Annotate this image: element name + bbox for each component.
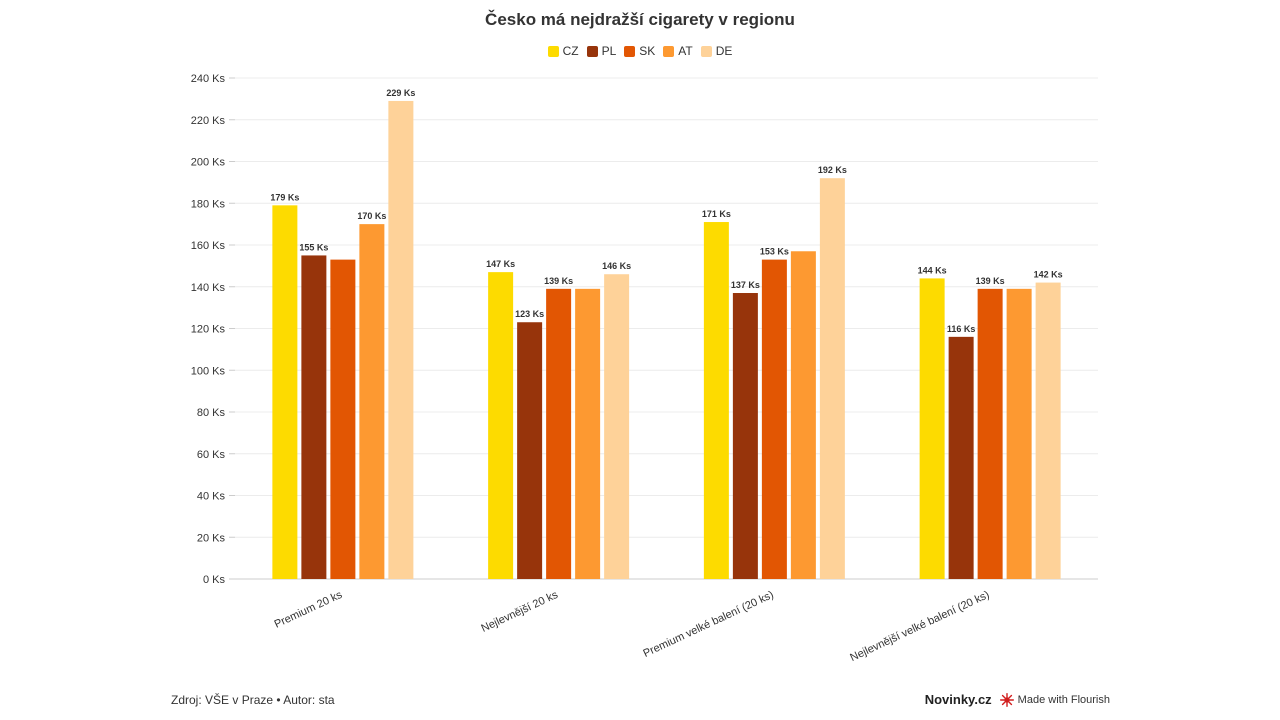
legend-label: CZ [562,44,579,58]
brand-logo[interactable]: Novinky.cz [924,692,992,707]
data-label: 142 Ks [1034,270,1063,280]
legend-label: PL [601,44,617,58]
y-tick-label: 60 Ks [197,449,226,461]
y-tick-label: 40 Ks [197,491,226,503]
bar-sk[interactable] [330,259,356,579]
legend-swatch [547,45,559,57]
legend-swatch [586,45,598,57]
data-label: 171 Ks [702,209,731,219]
flourish-credit[interactable]: Made with Flourish [999,692,1110,707]
legend-label: AT [678,44,693,58]
data-label: 147 Ks [486,259,515,269]
data-label: 123 Ks [515,309,544,319]
legend-item-pl[interactable]: PL [586,44,617,58]
bar-at[interactable] [790,251,816,579]
bar-at[interactable] [359,224,385,579]
bar-pl[interactable] [732,293,758,579]
flourish-icon [999,692,1014,707]
legend-swatch [624,45,636,57]
legend-item-de[interactable]: DE [700,44,733,58]
y-tick-label: 20 Ks [197,532,226,544]
data-label: 139 Ks [976,276,1005,286]
bar-sk[interactable] [977,288,1003,579]
y-tick-label: 240 Ks [191,73,226,85]
bar-cz[interactable] [919,278,945,579]
bar-sk[interactable] [761,259,787,579]
data-label: 170 Ks [357,211,386,221]
data-label: 146 Ks [602,261,631,271]
bar-at[interactable] [575,288,601,579]
y-tick-label: 120 Ks [191,324,226,336]
data-label: 153 Ks [760,247,789,257]
y-tick-label: 140 Ks [191,282,226,294]
bar-de[interactable] [819,178,845,579]
bar-pl[interactable] [301,255,327,579]
x-tick-label: Premium 20 ks [273,589,345,631]
data-label: 116 Ks [947,324,976,334]
bar-pl[interactable] [517,322,543,579]
bar-sk[interactable] [546,288,572,579]
x-tick-label: Premium velké balení (20 ks) [641,589,775,660]
chart-legend: CZ PL SK AT DE [0,44,1280,58]
flourish-credit-label: Made with Flourish [1017,693,1110,706]
bar-de[interactable] [604,274,630,579]
bar-pl[interactable] [948,336,974,579]
legend-item-cz[interactable]: CZ [547,44,579,58]
bar-at[interactable] [1006,288,1032,579]
legend-item-sk[interactable]: SK [624,44,655,58]
y-tick-label: 220 Ks [191,115,226,127]
bar-de[interactable] [388,100,414,580]
bar-cz[interactable] [272,205,298,579]
legend-item-at[interactable]: AT [663,44,693,58]
bar-de[interactable] [1035,282,1061,579]
data-label: 229 Ks [386,88,415,98]
legend-swatch [700,45,712,57]
source-note: Zdroj: VŠE v Praze • Autor: sta [171,693,335,707]
data-label: 137 Ks [731,280,760,290]
chart-title: Česko má nejdražší cigarety v regionu [485,10,795,29]
y-tick-label: 80 Ks [197,407,226,419]
y-tick-label: 0 Ks [203,574,226,586]
legend-label: SK [639,44,656,58]
x-tick-label: Nejlevnější velké balení (20 ks) [848,589,991,664]
bar-cz[interactable] [703,222,729,579]
y-tick-label: 200 Ks [191,157,226,169]
y-tick-label: 160 Ks [191,240,226,252]
y-tick-label: 180 Ks [191,198,226,210]
data-label: 155 Ks [299,242,328,252]
legend-label: DE [715,44,733,58]
bar-cz[interactable] [488,272,514,579]
data-label: 179 Ks [270,192,299,202]
data-label: 139 Ks [544,276,573,286]
y-tick-label: 100 Ks [191,365,226,377]
footer-branding: Novinky.cz Made with Flourish [925,692,1110,707]
x-tick-label: Nejlevnější 20 ks [479,589,560,635]
data-label: 144 Ks [918,265,947,275]
legend-swatch [663,45,675,57]
data-label: 192 Ks [818,165,847,175]
